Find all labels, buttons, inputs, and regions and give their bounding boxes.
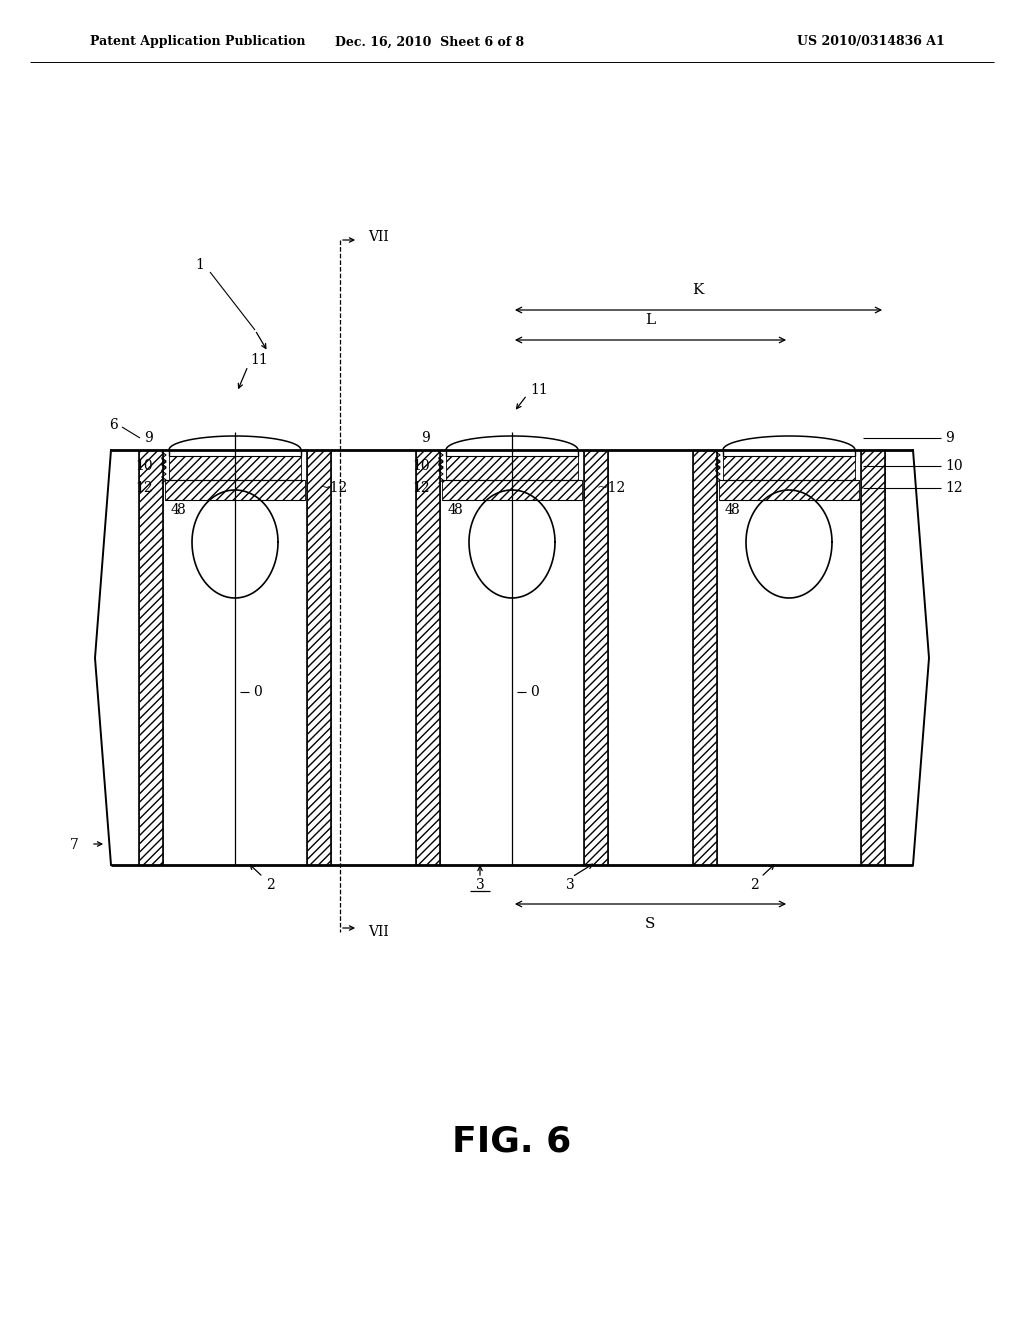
Text: VII: VII bbox=[368, 230, 389, 244]
Text: 0: 0 bbox=[530, 685, 539, 700]
Text: 4: 4 bbox=[170, 503, 179, 517]
Text: L: L bbox=[645, 313, 655, 327]
Text: 3: 3 bbox=[475, 878, 484, 892]
Text: 8: 8 bbox=[454, 503, 462, 517]
Text: VII: VII bbox=[368, 925, 389, 939]
Bar bbox=[719, 480, 859, 500]
Text: 9: 9 bbox=[421, 432, 430, 445]
Text: ~12: ~12 bbox=[596, 480, 626, 495]
Text: 11: 11 bbox=[250, 352, 267, 367]
Bar bbox=[416, 450, 440, 865]
Text: 1: 1 bbox=[196, 257, 205, 272]
Text: 2: 2 bbox=[750, 878, 759, 892]
Text: 2: 2 bbox=[265, 878, 274, 892]
Text: 4: 4 bbox=[724, 503, 733, 517]
Text: 8: 8 bbox=[730, 503, 739, 517]
Text: 11: 11 bbox=[530, 383, 548, 397]
Text: 3: 3 bbox=[565, 878, 574, 892]
Text: S: S bbox=[645, 917, 655, 931]
Text: 0: 0 bbox=[253, 685, 262, 700]
Text: K: K bbox=[692, 282, 703, 297]
Bar bbox=[861, 450, 885, 865]
Text: 10: 10 bbox=[945, 459, 963, 473]
Text: US 2010/0314836 A1: US 2010/0314836 A1 bbox=[798, 36, 945, 49]
Text: 4: 4 bbox=[447, 503, 456, 517]
Text: 12: 12 bbox=[945, 480, 963, 495]
Bar bbox=[165, 480, 305, 500]
Bar bbox=[693, 450, 717, 865]
Bar bbox=[446, 455, 578, 480]
Text: 12: 12 bbox=[135, 480, 153, 495]
Bar bbox=[693, 450, 717, 865]
Bar bbox=[169, 455, 301, 480]
Bar bbox=[139, 450, 163, 865]
Bar bbox=[307, 450, 331, 865]
Bar bbox=[584, 450, 608, 865]
Bar bbox=[416, 450, 440, 865]
Text: 7: 7 bbox=[70, 838, 79, 851]
Text: Patent Application Publication: Patent Application Publication bbox=[90, 36, 305, 49]
Text: 10: 10 bbox=[135, 459, 153, 473]
Text: 9: 9 bbox=[945, 432, 953, 445]
Text: 12: 12 bbox=[413, 480, 430, 495]
Text: FIG. 6: FIG. 6 bbox=[453, 1125, 571, 1159]
Text: ~12: ~12 bbox=[319, 480, 348, 495]
Bar bbox=[442, 480, 582, 500]
Text: 6: 6 bbox=[110, 418, 118, 432]
Text: 10: 10 bbox=[413, 459, 430, 473]
Text: Dec. 16, 2010  Sheet 6 of 8: Dec. 16, 2010 Sheet 6 of 8 bbox=[336, 36, 524, 49]
Text: 8: 8 bbox=[176, 503, 185, 517]
Text: 9: 9 bbox=[144, 432, 153, 445]
Bar bbox=[139, 450, 163, 865]
Bar bbox=[723, 455, 855, 480]
